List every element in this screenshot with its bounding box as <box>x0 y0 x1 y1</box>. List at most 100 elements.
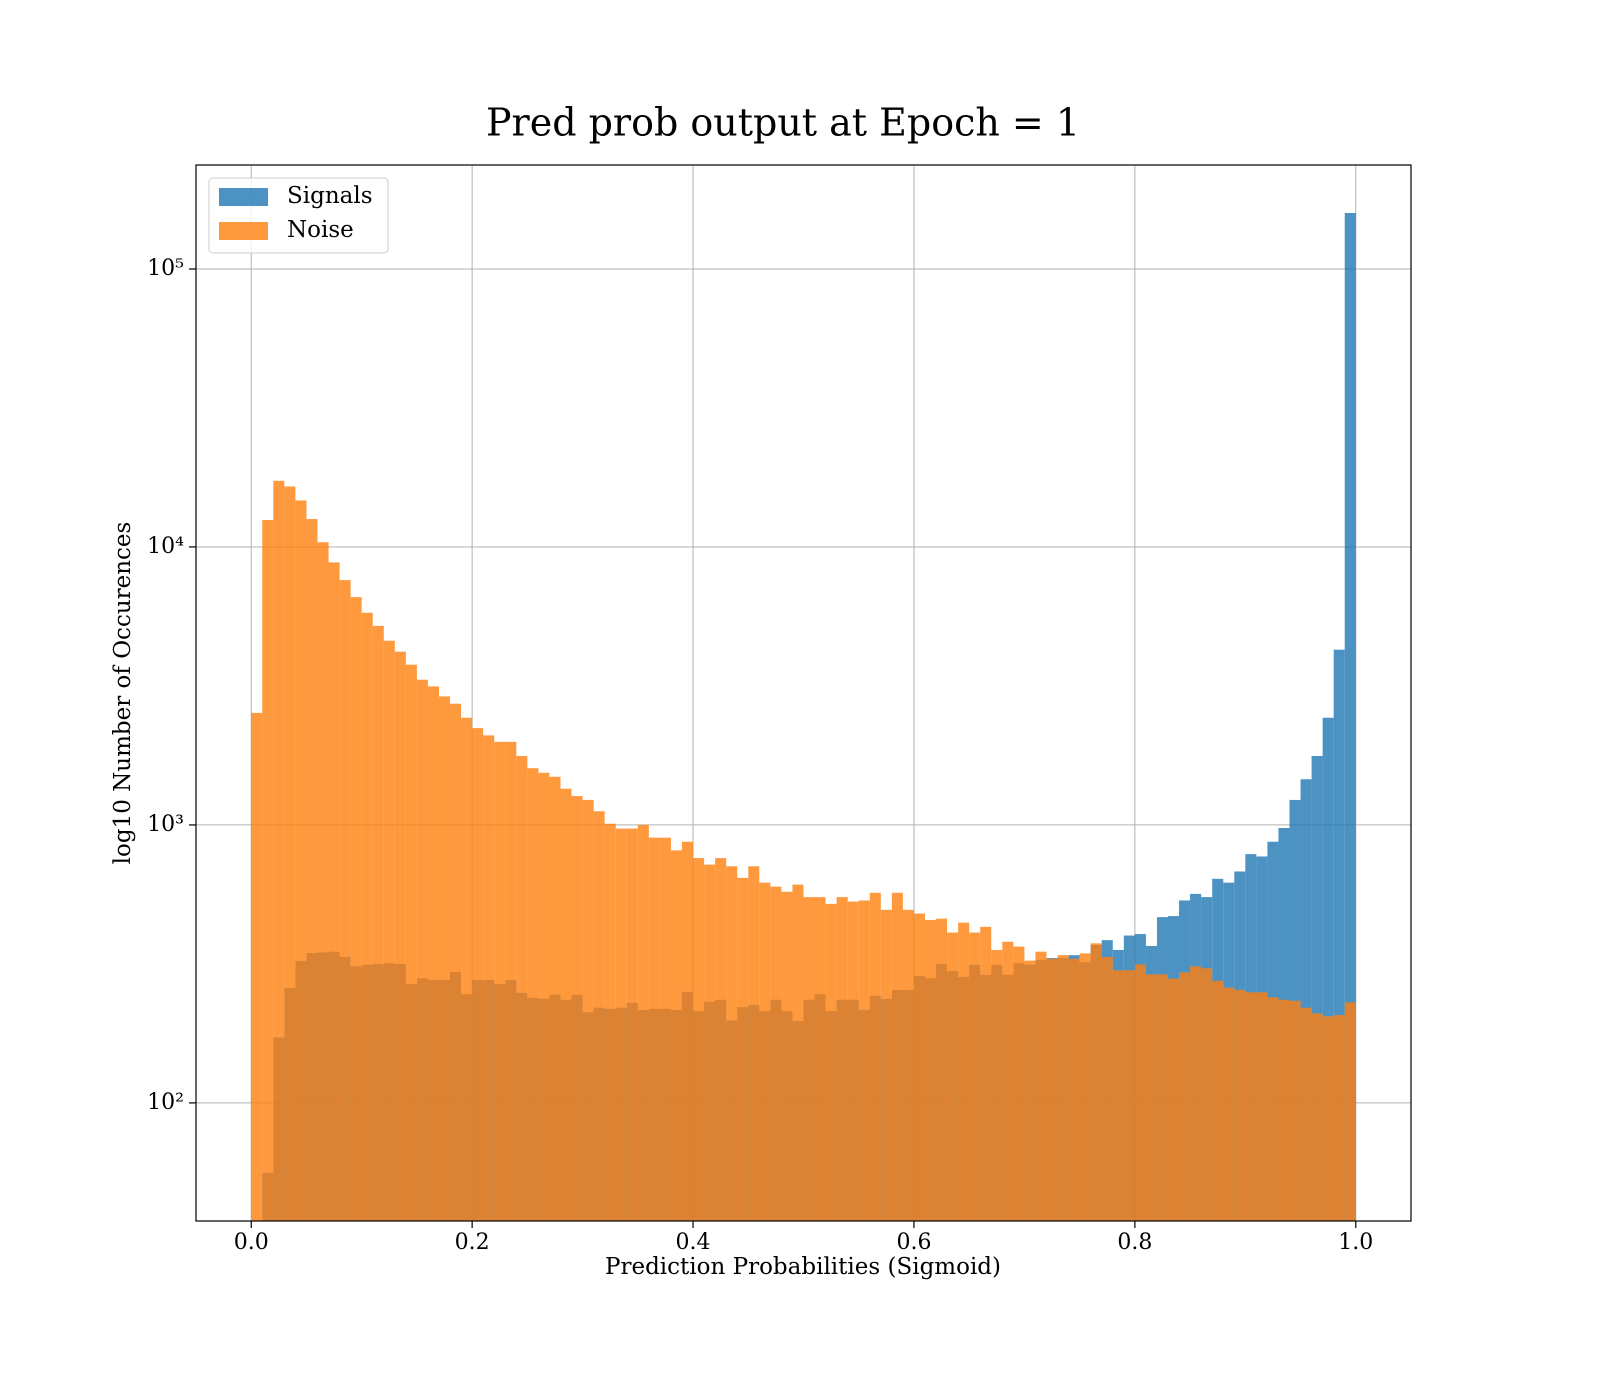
histogram-bar <box>803 897 815 1221</box>
plot-frame <box>195 164 1412 1222</box>
y-tick-label: 10⁴ <box>147 534 184 559</box>
histogram-bar <box>1223 987 1235 1221</box>
legend: Signals Noise <box>208 177 389 254</box>
histogram-bar <box>1344 1002 1356 1221</box>
histogram-bar <box>1046 958 1058 1221</box>
histogram-bar <box>693 858 705 1221</box>
histogram-bar <box>1311 1013 1323 1221</box>
histogram-bar <box>494 741 506 1221</box>
legend-swatch <box>219 188 268 206</box>
histogram-bar <box>571 796 583 1221</box>
histogram-bar <box>262 520 274 1221</box>
histogram-bar <box>1156 974 1168 1221</box>
x-tick-label: 0.4 <box>676 1230 711 1255</box>
histogram-bar <box>1190 966 1202 1221</box>
histogram-bar <box>1035 951 1047 1221</box>
histogram-bar <box>450 703 462 1221</box>
histogram-bar <box>891 892 903 1221</box>
legend-label: Signals <box>287 183 373 209</box>
histogram-bar <box>1002 941 1014 1221</box>
histogram-bar <box>770 886 782 1221</box>
histogram-bar <box>869 892 881 1221</box>
legend-swatch <box>219 222 268 240</box>
histogram-bar <box>1234 989 1246 1221</box>
histogram-bar <box>405 664 417 1221</box>
histogram-bar <box>1311 755 1323 1221</box>
histogram-bar <box>659 837 671 1221</box>
ticks: 0.0 0.2 0.4 0.6 0.8 1.0 10² 10³ 10⁴ 10⁵ <box>147 256 1373 1255</box>
histogram-bar <box>637 824 649 1221</box>
histogram-bar <box>1300 779 1312 1221</box>
histogram-bar <box>902 909 914 1221</box>
histogram-bar <box>306 519 318 1221</box>
histogram-bar <box>626 828 638 1221</box>
histogram-bar <box>328 562 340 1221</box>
histogram-bar <box>560 788 572 1221</box>
histogram-bar <box>1245 992 1257 1221</box>
chart-title: Pred prob output at Epoch = 1 <box>486 101 1080 145</box>
histogram-bar <box>947 932 959 1221</box>
histogram-bar <box>1090 943 1102 1221</box>
histogram-bar <box>1123 970 1135 1221</box>
histogram-bar <box>1267 997 1279 1221</box>
histogram-bar <box>1168 978 1180 1221</box>
histogram-bar <box>527 768 539 1221</box>
histogram-bar <box>726 866 738 1221</box>
histogram-bar <box>836 897 848 1221</box>
histogram-bar <box>969 932 981 1221</box>
y-axis-label: log10 Number of Occurences <box>110 522 136 865</box>
histogram-bar <box>350 597 362 1221</box>
y-tick-label: 10² <box>147 1090 184 1115</box>
y-tick-label: 10⁵ <box>147 256 184 281</box>
histogram-bar <box>593 811 605 1221</box>
histogram-bar <box>715 858 727 1221</box>
histogram-bar <box>825 903 837 1221</box>
histogram-bar <box>682 841 694 1221</box>
histogram-bar <box>814 897 826 1221</box>
histogram-bar <box>1013 946 1025 1221</box>
x-tick-label: 1.0 <box>1338 1230 1373 1255</box>
histogram-bar <box>284 486 296 1221</box>
histogram-bar <box>1278 999 1290 1221</box>
histogram-bar <box>1079 953 1091 1221</box>
histogram-bar <box>505 741 517 1221</box>
x-tick-label: 0.8 <box>1117 1230 1152 1255</box>
histogram-bar <box>1322 717 1334 1221</box>
histogram-bar <box>295 500 307 1221</box>
histogram-bar <box>1134 964 1146 1221</box>
histogram-bar <box>1057 955 1069 1221</box>
histogram-bar <box>781 891 793 1221</box>
histogram-bar <box>1201 968 1213 1221</box>
histogram-bar <box>582 799 594 1221</box>
histogram-bar <box>1101 956 1113 1221</box>
histogram-bar <box>1112 970 1124 1221</box>
x-tick-label: 0.0 <box>234 1230 269 1255</box>
histogram-bar <box>1256 992 1268 1221</box>
histogram-bar <box>483 735 495 1221</box>
histogram-bar <box>427 686 439 1221</box>
histogram-bar <box>958 922 970 1221</box>
histogram-bar <box>737 877 749 1221</box>
x-axis-label: Prediction Probabilities (Sigmoid) <box>605 1254 1001 1280</box>
x-tick-label: 0.6 <box>896 1230 931 1255</box>
histogram-bar <box>1300 1007 1312 1221</box>
histogram-bar <box>461 717 473 1221</box>
y-tick-label: 10³ <box>147 812 184 837</box>
histogram-bar <box>383 640 395 1221</box>
histogram-bar <box>1212 980 1224 1221</box>
histogram-bar <box>858 900 870 1221</box>
histogram-bar <box>847 901 859 1221</box>
histogram-bar <box>339 580 351 1221</box>
histogram-bar <box>1333 1015 1345 1221</box>
histogram-bar <box>251 712 263 1221</box>
histogram-bar <box>273 480 285 1221</box>
histogram-bar <box>1145 974 1157 1221</box>
x-tick-label: 0.2 <box>455 1230 490 1255</box>
histogram-bar <box>670 850 682 1221</box>
histogram-bar <box>704 864 716 1221</box>
histogram-bar <box>648 837 660 1221</box>
histogram-bar <box>1024 960 1036 1221</box>
histogram-bar <box>880 909 892 1221</box>
histogram-bar <box>980 926 992 1221</box>
